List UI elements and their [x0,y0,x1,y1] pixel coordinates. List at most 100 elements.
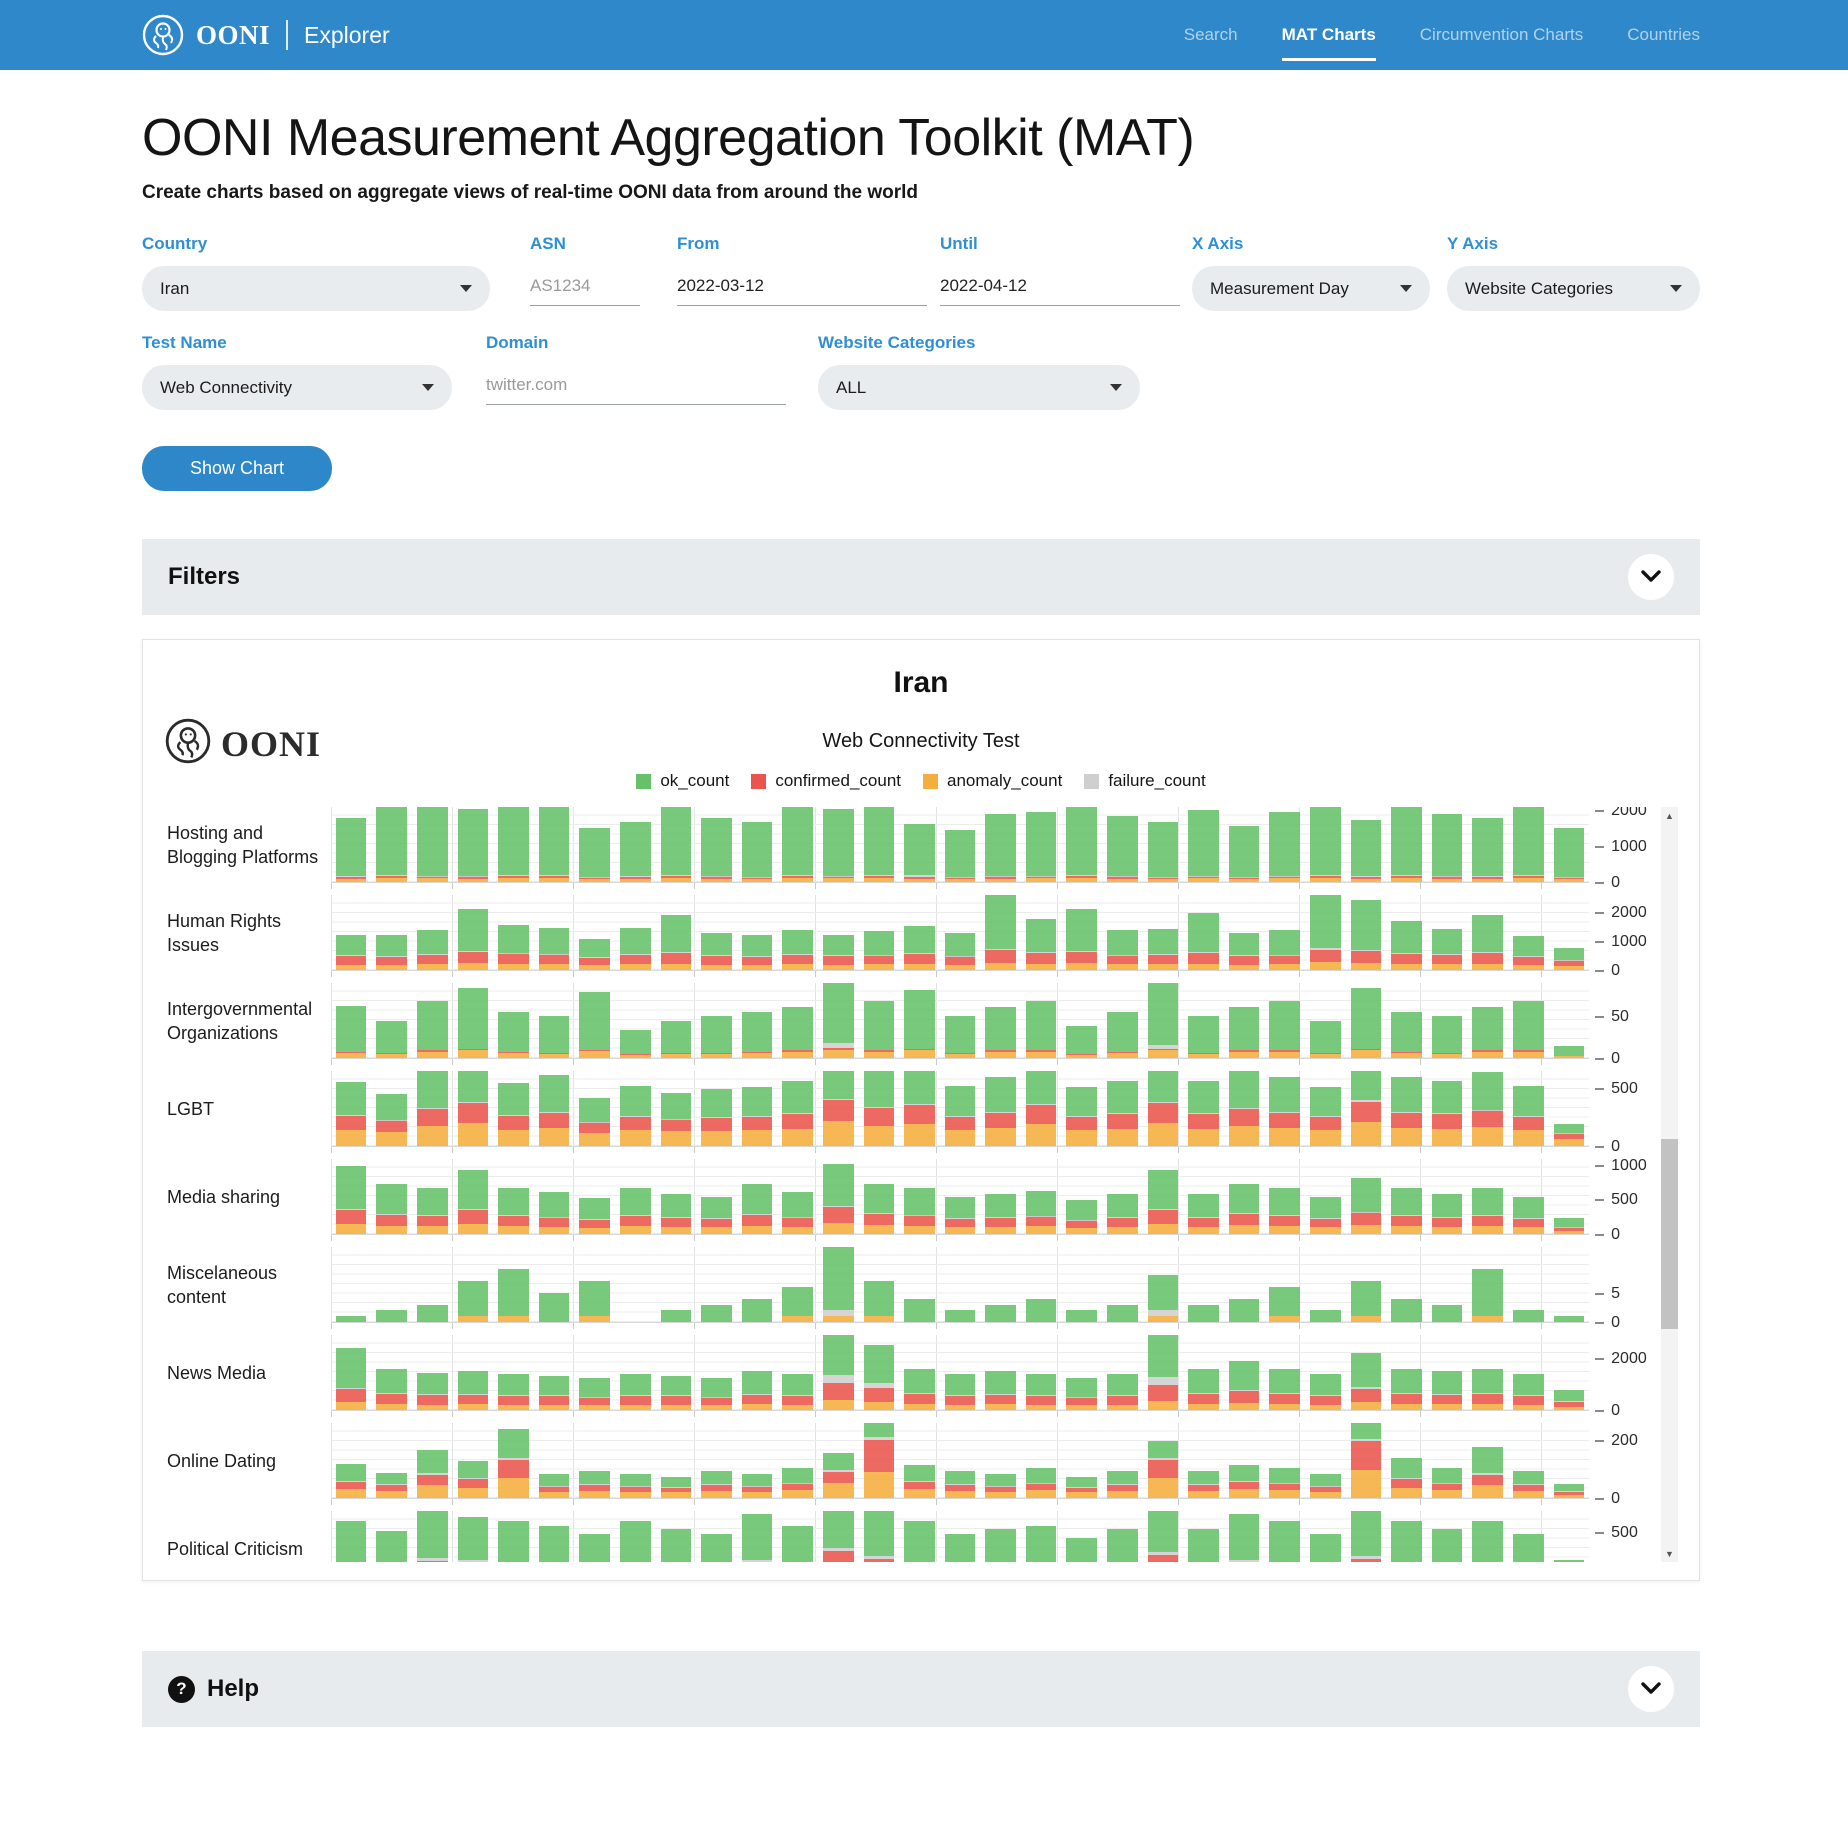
bar-2022-04-08[interactable] [1431,1304,1463,1322]
bar-2022-04-02[interactable] [1188,1193,1219,1234]
bar-2022-04-10[interactable] [1513,1001,1544,1058]
bar-2022-03-26[interactable] [904,1369,935,1410]
bar-2022-03-30[interactable] [1066,1537,1098,1562]
bar-2022-04-02[interactable] [1188,913,1219,970]
bar-2022-04-08[interactable] [1431,814,1463,882]
bar-2022-04-11[interactable] [1553,1390,1585,1410]
bar-2022-03-28[interactable] [985,1193,1016,1234]
bar-2022-03-16[interactable] [498,1373,529,1410]
bar-2022-03-31[interactable] [1107,1471,1138,1498]
bar-2022-03-29[interactable] [1025,918,1057,970]
bar-2022-03-17[interactable] [538,928,570,970]
bar-2022-03-18[interactable] [579,827,610,882]
bar-2022-04-08[interactable] [1431,1080,1463,1146]
bar-2022-03-29[interactable] [1025,1373,1057,1410]
bar-2022-03-17[interactable] [538,1074,570,1146]
bar-2022-03-18[interactable] [579,1098,610,1146]
bar-2022-03-21[interactable] [701,1378,732,1410]
bar-2022-04-03[interactable] [1228,1298,1260,1322]
bar-2022-03-23[interactable] [782,1080,813,1146]
bar-2022-03-18[interactable] [579,1534,610,1562]
ooni-explorer-logo[interactable]: OONI Explorer [142,14,390,56]
legend-item-failure_count[interactable]: failure_count [1084,771,1206,791]
bar-2022-03-26[interactable] [904,1520,935,1562]
bar-2022-03-31[interactable] [1107,1011,1138,1058]
bar-2022-03-21[interactable] [701,1534,732,1562]
until-date-input[interactable] [940,266,1180,306]
bar-2022-03-27[interactable] [944,1310,976,1322]
bar-2022-04-10[interactable] [1513,807,1544,882]
website-categories-select[interactable]: ALL [818,365,1140,410]
bar-2022-04-01[interactable] [1147,1335,1179,1410]
bar-2022-03-20[interactable] [660,1020,692,1058]
bar-2022-03-12[interactable] [335,818,367,882]
bar-2022-03-22[interactable] [741,1087,773,1146]
bar-2022-03-14[interactable] [416,807,448,882]
bar-2022-03-17[interactable] [538,1292,570,1322]
bar-2022-04-01[interactable] [1147,983,1179,1058]
bar-2022-04-11[interactable] [1553,828,1585,882]
bar-2022-03-23[interactable] [782,929,813,970]
bar-2022-04-01[interactable] [1147,1511,1179,1562]
bar-2022-03-20[interactable] [660,1092,692,1146]
bar-2022-03-16[interactable] [498,1269,529,1322]
bar-2022-04-10[interactable] [1513,1085,1544,1146]
bar-2022-03-16[interactable] [498,1429,529,1498]
asn-input[interactable] [530,266,640,306]
bar-2022-03-22[interactable] [741,1011,773,1058]
bar-2022-03-29[interactable] [1025,1071,1057,1146]
bar-2022-03-25[interactable] [863,1511,895,1562]
scrollbar-down-button[interactable]: ▼ [1665,1548,1674,1559]
bar-2022-03-25[interactable] [863,1344,895,1410]
bar-2022-03-21[interactable] [701,818,732,882]
bar-2022-03-26[interactable] [904,1464,935,1498]
bar-2022-03-25[interactable] [863,1001,895,1058]
bar-2022-03-13[interactable] [376,1094,407,1146]
bar-2022-04-09[interactable] [1472,818,1503,882]
bar-2022-03-13[interactable] [376,1310,407,1322]
bar-2022-03-27[interactable] [944,1015,976,1058]
bar-2022-03-13[interactable] [376,1531,407,1562]
bar-2022-04-04[interactable] [1269,1520,1301,1562]
bar-2022-03-13[interactable] [376,1369,407,1410]
bar-2022-03-16[interactable] [498,1520,529,1562]
bar-2022-03-19[interactable] [619,1474,651,1498]
bar-2022-04-05[interactable] [1310,1087,1341,1146]
bar-2022-03-22[interactable] [741,935,773,970]
bar-2022-03-20[interactable] [660,1375,692,1410]
bar-2022-03-25[interactable] [863,807,895,882]
bar-2022-03-20[interactable] [660,914,692,970]
scrollbar-thumb[interactable] [1661,1139,1678,1329]
bar-2022-03-19[interactable] [619,1188,651,1234]
bar-2022-03-26[interactable] [904,1071,935,1146]
bar-2022-03-24[interactable] [822,1335,854,1410]
bar-2022-03-26[interactable] [904,989,935,1058]
bar-2022-03-27[interactable] [944,1085,976,1146]
bar-2022-03-24[interactable] [822,1163,854,1234]
bar-2022-03-21[interactable] [701,1471,732,1498]
y-axis-select[interactable]: Website Categories [1447,266,1700,311]
bar-2022-04-08[interactable] [1431,1193,1463,1234]
bar-2022-03-19[interactable] [619,1030,651,1058]
bar-2022-03-26[interactable] [904,824,935,882]
bar-2022-03-19[interactable] [619,821,651,882]
bar-2022-03-17[interactable] [538,1191,570,1234]
bar-2022-03-24[interactable] [822,1247,854,1322]
bar-2022-03-22[interactable] [741,1514,773,1562]
bar-2022-03-28[interactable] [985,1474,1016,1498]
bar-2022-04-03[interactable] [1228,1514,1260,1562]
filters-panel-header[interactable]: Filters [142,539,1700,615]
bar-2022-03-22[interactable] [741,822,773,882]
bar-2022-03-19[interactable] [619,928,651,970]
bar-2022-03-16[interactable] [498,807,529,882]
bar-2022-04-02[interactable] [1188,1015,1219,1058]
x-axis-select[interactable]: Measurement Day [1192,266,1430,311]
bar-2022-03-22[interactable] [741,1184,773,1234]
bar-2022-03-13[interactable] [376,934,407,970]
bar-2022-03-13[interactable] [376,807,407,882]
country-select[interactable]: Iran [142,266,490,311]
bar-2022-04-05[interactable] [1310,1310,1341,1322]
legend-item-confirmed_count[interactable]: confirmed_count [751,771,901,791]
bar-2022-03-12[interactable] [335,1082,367,1146]
bar-2022-04-09[interactable] [1472,1188,1503,1234]
